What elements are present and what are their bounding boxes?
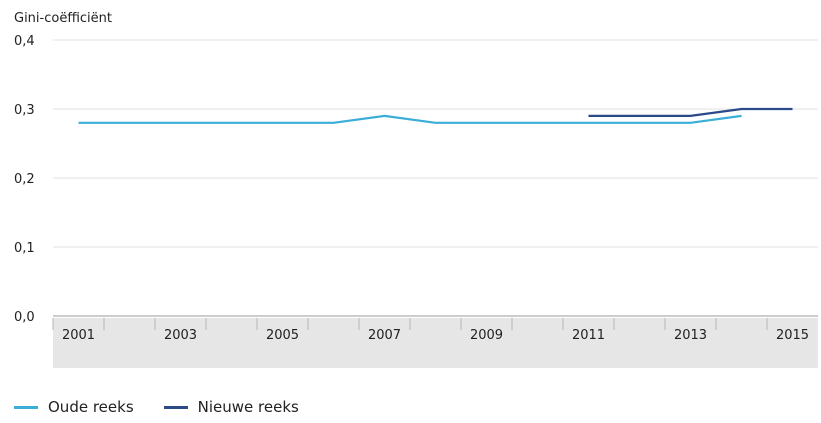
- x-tick-label: 2009: [470, 328, 503, 343]
- legend: Oude reeks Nieuwe reeks: [14, 398, 299, 416]
- legend-swatch-nieuwe-reeks: [163, 405, 188, 409]
- x-tick-label: 2015: [776, 328, 809, 343]
- y-axis-ticks: 0,0 0,1 0,2 0,3 0,4: [14, 34, 35, 325]
- y-axis-title: Gini-coëfficiënt: [14, 11, 112, 26]
- legend-swatch-oude-reeks: [14, 405, 38, 409]
- y-tick-label: 0,0: [14, 310, 35, 325]
- x-tick-label: 2003: [164, 328, 197, 343]
- gridlines: [53, 39, 818, 317]
- series-lines: [78, 107, 793, 124]
- legend-label-nieuwe-reeks: Nieuwe reeks: [197, 398, 299, 416]
- legend-item-oude-reeks: Oude reeks: [14, 398, 134, 416]
- x-axis-band-bg: [53, 318, 818, 368]
- y-tick-label: 0,3: [14, 103, 35, 118]
- x-axis-band: [52, 318, 818, 368]
- series-line-oude-reeks: [78, 114, 742, 124]
- y-tick-label: 0,2: [14, 172, 35, 187]
- x-tick-label: 2005: [266, 328, 299, 343]
- x-tick-label: 2001: [62, 328, 95, 343]
- y-tick-label: 0,4: [14, 34, 35, 49]
- x-tick-label: 2013: [674, 328, 707, 343]
- x-tick-label: 2007: [368, 328, 401, 343]
- x-tick-label: 2011: [572, 328, 605, 343]
- series-line-nieuwe-reeks: [588, 107, 793, 118]
- x-axis-ticks: 2001 2003 2005 2007 2009 2011 2013 2015: [62, 328, 809, 343]
- y-tick-label: 0,1: [14, 241, 35, 256]
- legend-label-oude-reeks: Oude reeks: [48, 398, 134, 416]
- legend-item-nieuwe-reeks: Nieuwe reeks: [163, 398, 299, 416]
